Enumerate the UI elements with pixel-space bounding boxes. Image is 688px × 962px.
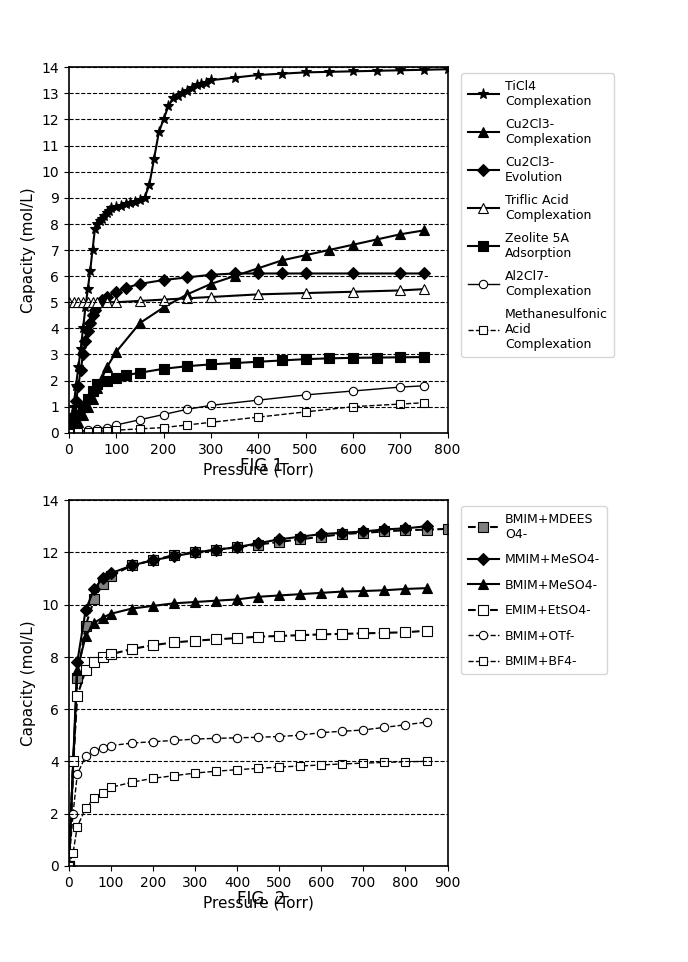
X-axis label: Pressure (Torr): Pressure (Torr): [202, 462, 314, 477]
X-axis label: Pressure (Torr): Pressure (Torr): [202, 895, 314, 910]
Y-axis label: Capacity (mol/L): Capacity (mol/L): [21, 620, 36, 746]
Legend: BMIM+MDEES
O4-, MMIM+MeSO4-, BMIM+MeSO4-, EMIM+EtSO4-, BMIM+OTf-, BMIM+BF4-: BMIM+MDEES O4-, MMIM+MeSO4-, BMIM+MeSO4-…: [461, 506, 606, 674]
Y-axis label: Capacity (mol/L): Capacity (mol/L): [21, 188, 36, 313]
Legend: TiCl4
Complexation, Cu2Cl3-
Complexation, Cu2Cl3-
Evolution, Triflic Acid
Comple: TiCl4 Complexation, Cu2Cl3- Complexation…: [461, 73, 614, 357]
Text: FIG 1: FIG 1: [240, 457, 283, 475]
Text: FIG. 2: FIG. 2: [237, 890, 286, 908]
